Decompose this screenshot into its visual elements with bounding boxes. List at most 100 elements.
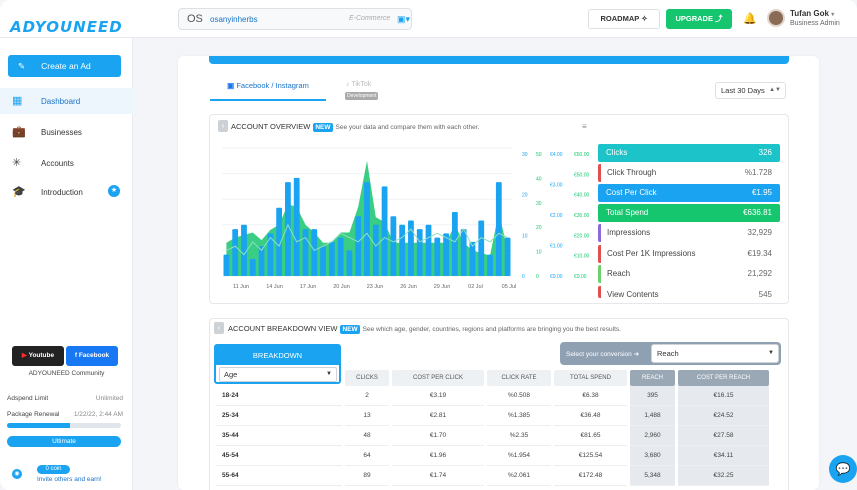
column-header[interactable]: REACH: [630, 370, 675, 386]
bar-clicks: [320, 246, 326, 276]
table-cell: 3,680: [630, 446, 675, 466]
bar-clicks: [390, 216, 397, 276]
metric-item[interactable]: View Contents 545: [598, 286, 780, 298]
y-tick-label: €0.00: [550, 274, 563, 280]
renewal-value: 1/22/22, 2:44 AM: [73, 411, 123, 418]
renewal-progress: [7, 423, 121, 428]
table-cell: €1.96: [392, 446, 484, 466]
y-tick-label: 30: [536, 201, 542, 207]
bar-clicks: [408, 220, 414, 276]
bar-clicks: [399, 224, 406, 276]
sidebar-item-accounts[interactable]: ✳ Accounts: [0, 150, 133, 176]
metric-label: Reach: [607, 269, 631, 278]
table-row: 55-64 89 €1.74 %2.061 €172.48 5,348 €32.25: [216, 466, 769, 486]
overview-heading: ACCOUNT OVERVIEW NEW See your data and com…: [231, 122, 479, 132]
sidebar-item-introduction[interactable]: 🎓 Introduction ★: [0, 179, 133, 205]
table-cell: 1,488: [630, 406, 675, 426]
bar-clicks: [302, 229, 309, 276]
bar-clicks: [381, 186, 388, 276]
y-tick-label: 0: [522, 274, 525, 280]
x-tick-label: 17 Jun: [300, 284, 317, 290]
chat-icon[interactable]: 💬: [829, 455, 857, 483]
adspend-row: Adspend Limit Unlimited: [7, 395, 123, 402]
column-header[interactable]: CLICKS: [345, 370, 389, 386]
column-header[interactable]: COST PER REACH: [678, 370, 769, 386]
create-ad-button[interactable]: ✎ Create an Ad: [8, 55, 121, 77]
table-cell: €16.15: [678, 386, 769, 406]
upgrade-button[interactable]: UPGRADE ⤴: [666, 9, 732, 29]
bar-clicks: [416, 229, 423, 276]
x-tick-label: 14 Jun: [266, 284, 283, 290]
table-cell: 13: [345, 406, 389, 426]
metric-item[interactable]: Click Through %1.728: [598, 164, 780, 182]
table-cell: €81.65: [554, 426, 627, 446]
user-name[interactable]: Tufan Gok ▾: [790, 9, 834, 18]
metric-label: View Contents: [607, 290, 659, 298]
facebook-icon: ▣: [227, 81, 235, 90]
bar-clicks: [223, 254, 230, 276]
metric-value: 326: [758, 148, 772, 157]
collapse-overview-button[interactable]: ‹: [218, 120, 228, 132]
y-tick-label: €60.00: [574, 152, 590, 158]
bar-clicks: [249, 258, 256, 276]
column-header[interactable]: CLICK RATE: [487, 370, 551, 386]
tab-tiktok[interactable]: ♪ TikTok Development: [345, 81, 379, 100]
collapse-breakdown-button[interactable]: ‹: [214, 322, 224, 334]
upgrade-label: UPGRADE: [675, 14, 713, 23]
date-range-select[interactable]: Last 30 Days ▲▼: [715, 82, 786, 99]
sidebar-item-label: Dashboard: [41, 97, 81, 106]
roadmap-button[interactable]: ROADMAP ✧: [588, 9, 660, 29]
bar-clicks: [504, 237, 511, 276]
metric-item[interactable]: Cost Per Click €1.95: [598, 184, 780, 202]
table-cell: €172.48: [554, 466, 627, 486]
table-cell: 2,960: [630, 426, 675, 446]
metric-item[interactable]: Reach 21,292: [598, 265, 780, 283]
bell-icon[interactable]: 🔔: [743, 13, 757, 25]
medal-icon: ★: [108, 185, 120, 197]
y-tick-label: €3.00: [550, 183, 563, 189]
sidebar-item-businesses[interactable]: 💼 Businesses: [0, 119, 133, 145]
column-header[interactable]: TOTAL SPEND: [554, 370, 627, 386]
youtube-icon: ▶: [21, 352, 27, 359]
plan-badge[interactable]: Ultimate: [7, 436, 121, 447]
metric-value: 32,929: [747, 228, 772, 237]
tab-facebook-instagram[interactable]: ▣ Facebook / Instagram: [210, 79, 326, 101]
overview-subtitle: See your data and compare them with each…: [335, 124, 480, 131]
shop-selector[interactable]: OS osanyinherbs E-Commerce ▣▾: [178, 8, 412, 30]
table-cell: %2.061: [487, 466, 551, 486]
column-header[interactable]: COST PER CLICK: [392, 370, 484, 386]
network-icon: ✳: [12, 157, 22, 169]
table-cell: %1.385: [487, 406, 551, 426]
breakdown-select[interactable]: Age ▼: [219, 367, 337, 382]
avatar[interactable]: [767, 9, 785, 27]
metric-item[interactable]: Cost Per 1K Impressions €19.34: [598, 245, 780, 263]
bar-clicks: [232, 229, 239, 276]
youtube-button[interactable]: ▶ Youtube: [12, 346, 64, 366]
facebook-button[interactable]: f Facebook: [66, 346, 118, 366]
bar-clicks: [469, 241, 476, 276]
bar-clicks: [311, 229, 318, 276]
metric-item[interactable]: Impressions 32,929: [598, 224, 780, 242]
metric-item[interactable]: Clicks 326: [598, 144, 780, 162]
chevron-down-icon: ▾: [831, 12, 835, 18]
y-tick-label: 20: [522, 193, 528, 199]
bar-clicks: [443, 233, 449, 276]
sidebar-item-dashboard[interactable]: ▦ Dashboard: [0, 88, 133, 114]
metric-item[interactable]: Total Spend €636.81: [598, 204, 780, 222]
conversion-select[interactable]: Reach ▼: [651, 344, 779, 363]
metric-label: Click Through: [607, 168, 657, 177]
table-cell: €1.74: [392, 466, 484, 486]
y-tick-label: €2.00: [550, 213, 563, 219]
table-cell: €24.52: [678, 406, 769, 426]
menu-icon[interactable]: ≡: [582, 122, 587, 131]
x-tick-label: 20 Jun: [333, 284, 350, 290]
table-cell: €125.54: [554, 446, 627, 466]
breakdown-select-value: Age: [224, 370, 238, 379]
brand-logo[interactable]: ADYOUNEED: [10, 18, 123, 36]
y-tick-label: 50: [536, 152, 542, 158]
invite-link[interactable]: Invite others and earn!: [37, 476, 102, 483]
metric-label: Impressions: [607, 228, 651, 237]
table-cell: €36.48: [554, 406, 627, 426]
table-cell: €6.38: [554, 386, 627, 406]
